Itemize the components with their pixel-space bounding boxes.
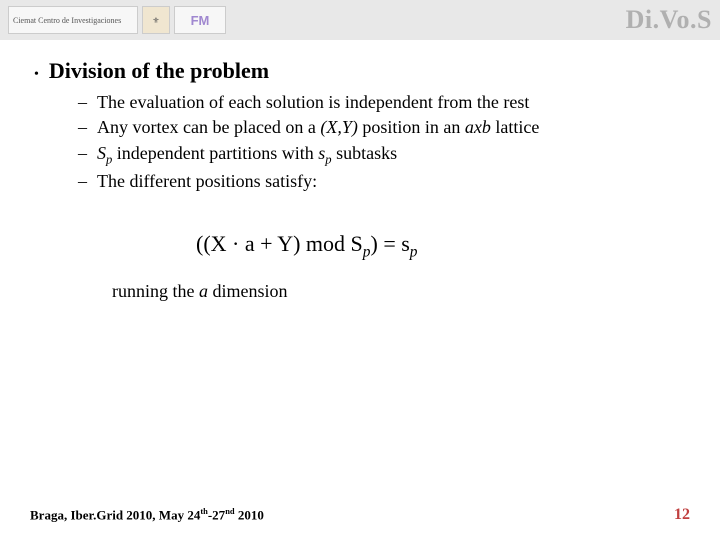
formula-under-text: running the a dimension bbox=[112, 281, 288, 302]
under-a: a bbox=[199, 281, 208, 301]
sub-bullet-3: – Sp independent partitions with sp subt… bbox=[78, 141, 686, 169]
sub-bullet-1-text: The evaluation of each solution is indep… bbox=[97, 90, 529, 114]
formula-main: ((X · a + Y) mod S bbox=[196, 231, 363, 256]
dash-icon: – bbox=[78, 171, 87, 192]
sub2-pre: Any vortex can be placed on a bbox=[97, 117, 320, 137]
under-pre: running the bbox=[112, 281, 199, 301]
dash-icon: – bbox=[78, 92, 87, 113]
sub-bullet-2-text: Any vortex can be placed on a (X,Y) posi… bbox=[97, 115, 539, 139]
slide-content: • Division of the problem – The evaluati… bbox=[0, 40, 720, 301]
sub3-mid: independent partitions with bbox=[112, 143, 318, 163]
formula-p1: p bbox=[363, 244, 371, 261]
dash-icon: – bbox=[78, 143, 87, 164]
footer-sup2: nd bbox=[225, 506, 234, 516]
formula-region: ((X · a + Y) mod Sp) = sp running the a … bbox=[34, 225, 686, 301]
footer-mid: -27 bbox=[208, 507, 225, 522]
bullet-1: • Division of the problem bbox=[34, 58, 686, 84]
sub2-post: lattice bbox=[491, 117, 539, 137]
under-post: dimension bbox=[208, 281, 288, 301]
dash-icon: – bbox=[78, 117, 87, 138]
footer-post: 2010 bbox=[235, 507, 264, 522]
slide-title: Di.Vo.S bbox=[626, 5, 712, 35]
bullet-1-text: Division of the problem bbox=[49, 58, 269, 84]
logo-ciemat: Ciemat Centro de Investigaciones bbox=[8, 6, 138, 34]
bullet-dot-icon: • bbox=[34, 68, 39, 82]
sub3-post: subtasks bbox=[332, 143, 398, 163]
sub-bullet-4-text: The different positions satisfy: bbox=[97, 169, 317, 193]
sub-bullet-4: – The different positions satisfy: bbox=[78, 169, 686, 193]
formula-p2: p bbox=[410, 244, 418, 261]
sub2-xy: (X,Y) bbox=[320, 117, 358, 137]
header-logos: Ciemat Centro de Investigaciones ⚜ FM bbox=[8, 6, 226, 34]
footer: Braga, Iber.Grid 2010, May 24th-27nd 201… bbox=[0, 506, 720, 524]
sub2-mid: position in an bbox=[358, 117, 465, 137]
sub2-axb: axb bbox=[465, 117, 491, 137]
footer-sup1: th bbox=[200, 506, 208, 516]
sub-bullet-list: – The evaluation of each solution is ind… bbox=[78, 90, 686, 193]
logo-crest: ⚜ bbox=[142, 6, 170, 34]
formula-text: ((X · a + Y) mod Sp) = sp bbox=[186, 225, 526, 267]
footer-left: Braga, Iber.Grid 2010, May 24th-27nd 201… bbox=[30, 506, 264, 523]
footer-pre: Braga, Iber.Grid 2010, May 24 bbox=[30, 507, 200, 522]
sub3-S: S bbox=[97, 143, 106, 163]
page-number: 12 bbox=[674, 506, 690, 524]
sub-bullet-1: – The evaluation of each solution is ind… bbox=[78, 90, 686, 114]
sub-bullet-2: – Any vortex can be placed on a (X,Y) po… bbox=[78, 115, 686, 139]
formula-mid: ) = s bbox=[371, 231, 410, 256]
sub-bullet-3-text: Sp independent partitions with sp subtas… bbox=[97, 141, 397, 169]
logo-fm: FM bbox=[174, 6, 226, 34]
header-bar: Ciemat Centro de Investigaciones ⚜ FM Di… bbox=[0, 0, 720, 40]
